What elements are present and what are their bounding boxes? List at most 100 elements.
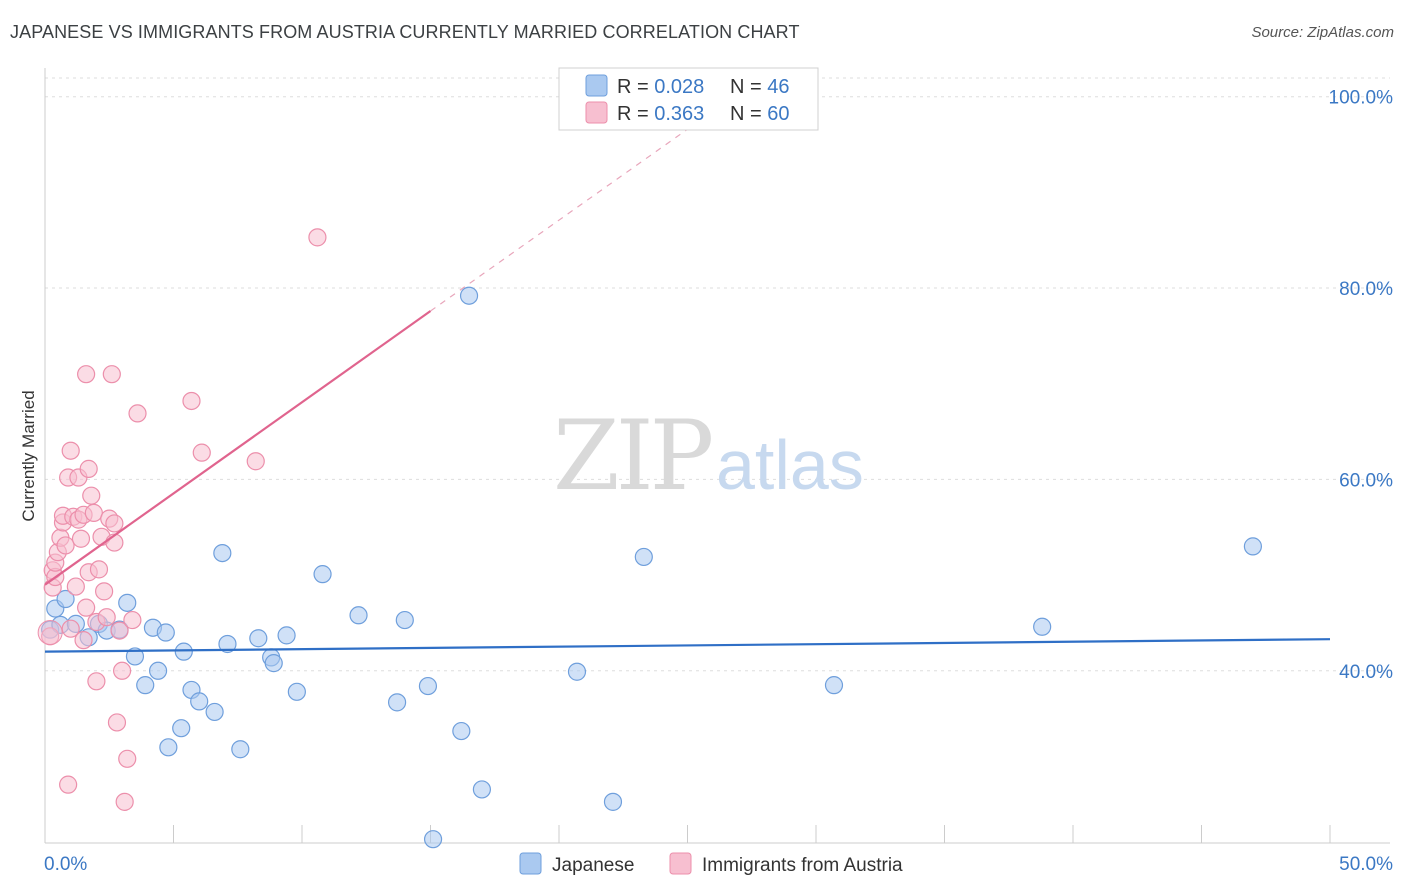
legend-r-label-2: R = — [617, 103, 654, 125]
svg-text:R = 0.028: R = 0.028 — [617, 76, 704, 98]
legend-r-label-1: R = — [617, 76, 654, 98]
japanese-point-17 — [174, 642, 193, 661]
japanese-point-19 — [190, 692, 209, 711]
japanese-point-32 — [395, 610, 414, 630]
japanese-point-35 — [452, 721, 471, 741]
japanese-point-34 — [423, 830, 443, 849]
austria-point-40 — [115, 792, 134, 811]
y-tick-label-1: 60.0% — [1339, 470, 1393, 491]
japanese-point-30 — [349, 606, 368, 625]
japanese-point-21 — [213, 543, 232, 563]
svg-text:N = 46: N = 46 — [730, 76, 790, 98]
austria-point-47 — [308, 228, 327, 247]
austria-point-31 — [95, 582, 114, 601]
legend-n-value-2: 60 — [767, 103, 789, 125]
y-tick-label-2: 80.0% — [1339, 279, 1393, 300]
japanese-point-42 — [1033, 617, 1052, 636]
legend-swatch-japanese — [585, 74, 608, 97]
austria-point-45 — [192, 443, 211, 462]
austria-point-44 — [182, 391, 201, 411]
bottom-legend-swatch-austria — [669, 852, 692, 875]
japanese-point-41 — [824, 676, 844, 695]
austria-point-18 — [71, 529, 91, 548]
japanese-point-13 — [148, 661, 168, 680]
austria-point-15 — [66, 577, 85, 596]
austria-trend-extension — [430, 128, 688, 312]
legend-swatch-austria — [585, 101, 608, 124]
y-tick-label-3: 100.0% — [1329, 88, 1394, 109]
japanese-trend-line — [44, 638, 1331, 653]
japanese-point-39 — [603, 792, 623, 811]
bottom-legend-label-austria: Immigrants from Austria — [702, 855, 903, 876]
watermark-atlas: atlas — [716, 426, 864, 504]
japanese-point-43 — [1243, 537, 1263, 556]
austria-point-32 — [97, 608, 116, 627]
x-tick-label-1: 50.0% — [1339, 854, 1393, 875]
austria-point-38 — [110, 621, 129, 640]
austria-point-37 — [107, 713, 127, 732]
austria-point-11 — [59, 775, 78, 794]
japanese-point-14 — [156, 623, 175, 642]
bottom-legend-label-japanese: Japanese — [552, 855, 634, 876]
japanese-point-33 — [418, 676, 438, 696]
x-tick-labels: 0.0% 50.0% — [44, 854, 1393, 875]
austria-point-12 — [61, 441, 80, 460]
austria-point-34 — [102, 365, 121, 384]
austria-point-24 — [79, 459, 98, 478]
japanese-point-36 — [459, 286, 479, 305]
japanese-point-20 — [205, 702, 224, 722]
austria-point-21 — [77, 598, 96, 617]
y-axis-title: Currently Married — [19, 390, 38, 521]
watermark: ZIP atlas — [553, 400, 864, 512]
correlation-legend: R = 0.028 N = 46 R = 0.363 N = 60 — [558, 67, 819, 131]
bottom-legend-swatch-japanese — [519, 852, 542, 875]
austria-point-41 — [118, 749, 137, 768]
data-points — [37, 228, 1263, 849]
legend-r-value-1: 0.028 — [654, 76, 704, 98]
japanese-point-29 — [313, 565, 332, 584]
legend-n-label-2: N = — [730, 103, 767, 125]
austria-point-42 — [123, 610, 142, 630]
austria-point-13 — [61, 619, 80, 638]
japanese-point-31 — [387, 693, 407, 712]
austria-point-28 — [87, 672, 106, 691]
austria-point-9 — [56, 536, 75, 555]
austria-point-20 — [74, 631, 93, 650]
japanese-point-16 — [172, 719, 191, 738]
grid-lines — [45, 77, 1390, 672]
japanese-point-23 — [231, 740, 250, 759]
austria-point-39 — [112, 661, 132, 680]
svg-text:N = 60: N = 60 — [730, 103, 790, 125]
y-tick-label-0: 40.0% — [1339, 662, 1393, 683]
japanese-point-15 — [159, 738, 178, 757]
austria-point-35 — [105, 514, 124, 533]
japanese-point-10 — [125, 647, 145, 666]
chart-title: JAPANESE VS IMMIGRANTS FROM AUSTRIA CURR… — [10, 22, 800, 42]
japanese-point-3 — [56, 589, 75, 609]
legend-n-value-1: 46 — [767, 76, 789, 98]
japanese-point-28 — [287, 682, 306, 701]
japanese-point-26 — [264, 654, 283, 673]
austria-point-26 — [84, 503, 103, 523]
japanese-point-38 — [567, 662, 587, 681]
svg-text:R = 0.363: R = 0.363 — [617, 103, 704, 125]
austria-point-29 — [89, 560, 109, 579]
legend-n-label-1: N = — [730, 76, 767, 98]
japanese-point-22 — [218, 634, 237, 654]
japanese-point-24 — [249, 629, 268, 648]
japanese-point-27 — [277, 626, 296, 645]
japanese-point-11 — [136, 676, 155, 695]
austria-point-25 — [82, 486, 101, 505]
austria-point-large — [37, 620, 63, 646]
series-legend: Japanese Immigrants from Austria — [519, 852, 903, 876]
austria-point-46 — [246, 452, 265, 471]
y-tick-labels: 40.0% 60.0% 80.0% 100.0% — [1329, 88, 1394, 683]
legend-r-value-2: 0.363 — [654, 103, 704, 125]
austria-point-22 — [77, 365, 96, 384]
austria-point-43 — [128, 404, 147, 423]
x-tick-label-0: 0.0% — [44, 854, 87, 875]
source-label: Source: ZipAtlas.com — [1251, 24, 1394, 41]
japanese-point-40 — [634, 547, 653, 567]
austria-trend-line — [44, 310, 432, 586]
